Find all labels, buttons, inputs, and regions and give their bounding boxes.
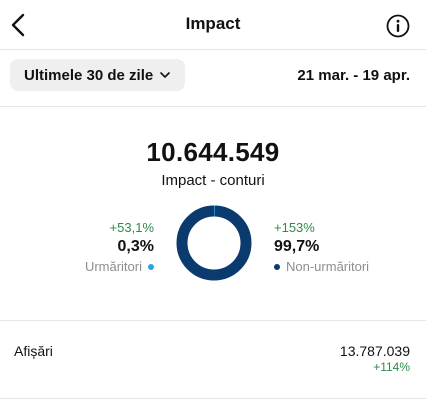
section-divider xyxy=(0,320,426,321)
followers-stats: +53,1% 0,3% Urmăritori xyxy=(85,220,154,274)
accounts-reached-total: 10.644.549 xyxy=(146,137,280,167)
followers-legend-label: Urmăritori xyxy=(84,259,142,274)
chevron-left-icon xyxy=(11,13,25,37)
non-followers-legend-label: Non-urmăritori xyxy=(286,259,370,274)
non-followers-percent: 99,7% xyxy=(274,238,320,255)
header-divider xyxy=(0,49,426,50)
section-divider xyxy=(0,398,426,399)
date-range-dropdown[interactable]: Ultimele 30 de zile xyxy=(10,59,185,91)
info-icon xyxy=(386,14,410,38)
followers-percent: 0,3% xyxy=(117,238,154,255)
accounts-reached-label: Impact - conturi xyxy=(161,172,265,189)
chevron-down-icon xyxy=(160,72,171,78)
donut-segment-non-followers xyxy=(176,205,252,281)
impressions-value: 13.787.039 xyxy=(339,343,410,359)
donut-segment-followers xyxy=(176,205,252,281)
impressions-change: +114% xyxy=(373,360,410,374)
date-range-dropdown-label: Ultimele 30 de zile xyxy=(24,66,154,84)
non-followers-change: +153% xyxy=(274,220,315,235)
impressions-label: Afișări xyxy=(14,343,53,359)
page-title: Impact xyxy=(185,14,241,33)
followers-change: +53,1% xyxy=(109,220,154,235)
date-range-text: 21 mar. - 19 apr. xyxy=(297,67,410,84)
back-button[interactable] xyxy=(8,12,30,38)
non-followers-legend: Non-urmăritori xyxy=(274,259,369,274)
followers-legend: Urmăritori xyxy=(85,259,154,274)
top-bar: Impact xyxy=(0,0,426,50)
non-followers-legend-dot xyxy=(274,263,280,270)
non-followers-stats: +153% 99,7% Non-urmăritori xyxy=(274,220,369,274)
info-button[interactable] xyxy=(386,14,410,38)
audience-donut-chart xyxy=(176,205,252,281)
section-divider xyxy=(0,106,426,107)
followers-legend-dot xyxy=(148,263,154,270)
